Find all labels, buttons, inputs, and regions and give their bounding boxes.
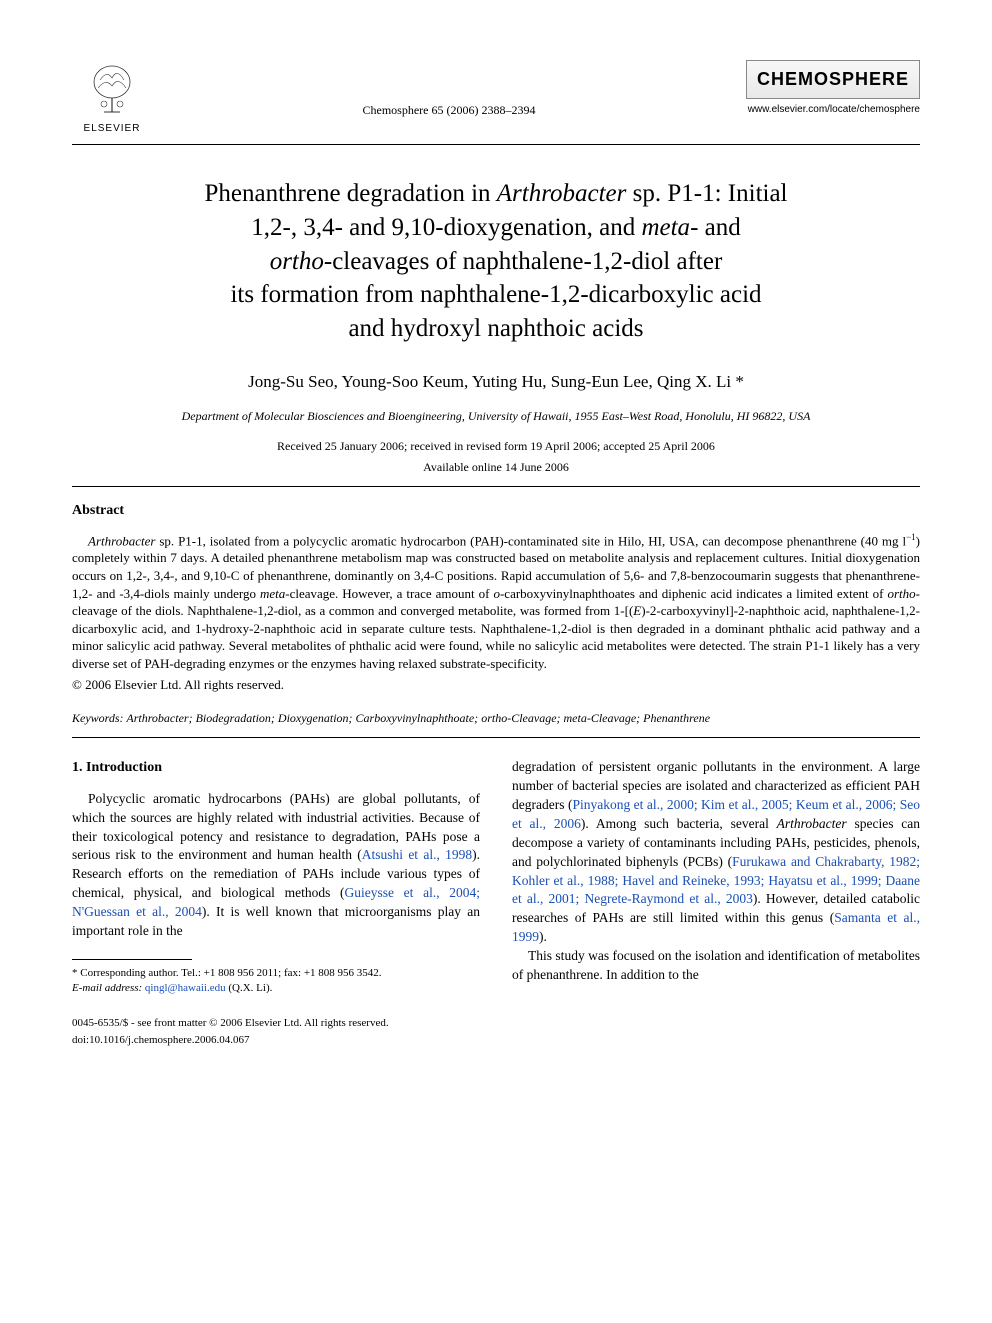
journal-logo-block: CHEMOSPHERE www.elsevier.com/locate/chem… bbox=[746, 60, 920, 117]
abstract-top-rule bbox=[72, 486, 920, 487]
intro-paragraph-right-1: degradation of persistent organic pollut… bbox=[512, 758, 920, 947]
abstract-heading: Abstract bbox=[72, 501, 920, 521]
article-title: Phenanthrene degradation in Arthrobacter… bbox=[92, 177, 900, 346]
affiliation: Department of Molecular Biosciences and … bbox=[72, 408, 920, 425]
front-matter-line: 0045-6535/$ - see front matter © 2006 El… bbox=[72, 1016, 480, 1031]
right-column: degradation of persistent organic pollut… bbox=[512, 758, 920, 1048]
header-rule bbox=[72, 144, 920, 145]
footnote-star: * bbox=[72, 967, 80, 979]
publisher-logo: ELSEVIER bbox=[72, 60, 152, 136]
journal-url: www.elsevier.com/locate/chemosphere bbox=[748, 103, 920, 117]
section-1-heading: 1. Introduction bbox=[72, 758, 480, 778]
publisher-name: ELSEVIER bbox=[84, 122, 141, 136]
copyright: © 2006 Elsevier Ltd. All rights reserved… bbox=[72, 676, 920, 694]
elsevier-tree-icon bbox=[82, 60, 142, 120]
journal-name: CHEMOSPHERE bbox=[746, 60, 920, 99]
footnote-separator bbox=[72, 959, 192, 960]
intro-paragraph-left: Polycyclic aromatic hydrocarbons (PAHs) … bbox=[72, 790, 480, 941]
left-column: 1. Introduction Polycyclic aromatic hydr… bbox=[72, 758, 480, 1048]
keywords: Keywords: Arthrobacter; Biodegradation; … bbox=[72, 710, 920, 727]
corresponding-author-footnote: * Corresponding author. Tel.: +1 808 956… bbox=[72, 966, 480, 996]
body-columns: 1. Introduction Polycyclic aromatic hydr… bbox=[72, 758, 920, 1048]
online-date: Available online 14 June 2006 bbox=[72, 459, 920, 476]
intro-paragraph-right-2: This study was focused on the isolation … bbox=[512, 947, 920, 985]
email-link[interactable]: qingl@hawaii.edu bbox=[145, 982, 226, 994]
abstract-body: Arthrobacter sp. P1-1, isolated from a p… bbox=[72, 531, 920, 673]
authors: Jong-Su Seo, Young-Soo Keum, Yuting Hu, … bbox=[72, 370, 920, 394]
keywords-rule bbox=[72, 737, 920, 738]
received-date: Received 25 January 2006; received in re… bbox=[72, 438, 920, 455]
citation-link[interactable]: Atsushi et al., 1998 bbox=[362, 847, 472, 862]
doi-line: doi:10.1016/j.chemosphere.2006.04.067 bbox=[72, 1033, 480, 1048]
journal-reference: Chemosphere 65 (2006) 2388–2394 bbox=[152, 60, 746, 119]
page-header: ELSEVIER Chemosphere 65 (2006) 2388–2394… bbox=[72, 60, 920, 136]
